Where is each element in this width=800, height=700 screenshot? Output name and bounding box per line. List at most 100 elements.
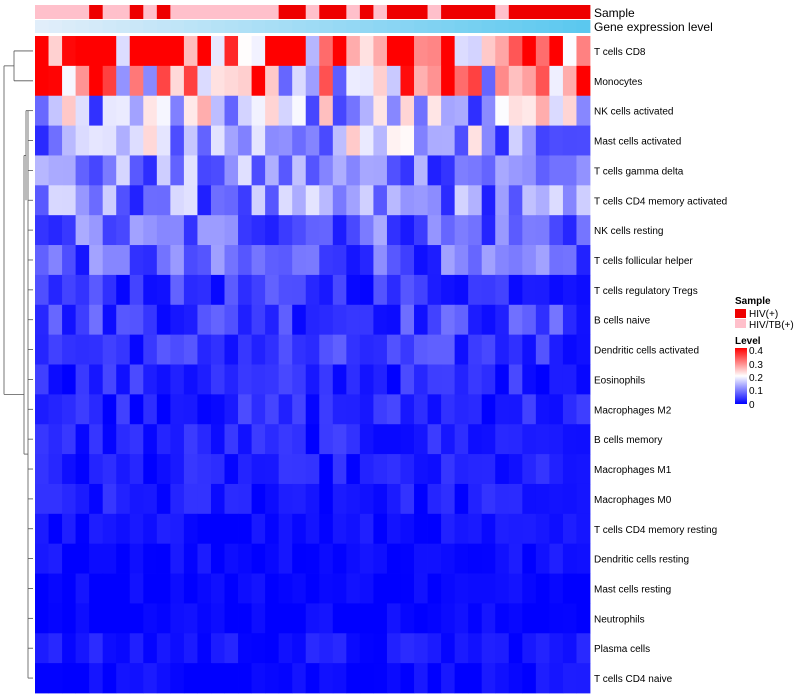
heatmap-cell (468, 454, 483, 485)
heatmap-cell (359, 483, 374, 515)
gene-annotation-cell (441, 20, 456, 33)
heatmap-cell (62, 36, 77, 67)
heatmap-cell (170, 36, 185, 67)
heatmap-cell (373, 215, 388, 246)
gene-annotation-cell (210, 20, 225, 33)
heatmap-cell (48, 543, 63, 574)
heatmap-cell (102, 543, 117, 574)
heatmap-cell (427, 185, 442, 216)
heatmap-cell (62, 663, 77, 694)
heatmap-cell (156, 513, 171, 545)
heatmap-cell (359, 424, 374, 455)
heatmap-cell (481, 513, 496, 545)
heatmap-cell (535, 304, 550, 336)
sample-annotation-cell (143, 5, 158, 19)
heatmap-cell (535, 185, 550, 216)
gene-annotation-cell (535, 20, 550, 33)
heatmap-cell (495, 36, 510, 67)
heatmap-cell (549, 304, 564, 336)
row-label: Plasma cells (594, 644, 650, 655)
heatmap-cell (441, 573, 456, 604)
heatmap-cell (441, 513, 456, 545)
heatmap-cell (238, 483, 252, 515)
heatmap-cell (116, 483, 131, 515)
heatmap-cell (116, 304, 131, 336)
heatmap-cell (89, 543, 104, 574)
heatmap-cell (481, 125, 496, 156)
heatmap-cell (400, 424, 415, 455)
heatmap-cell (373, 454, 388, 485)
heatmap-cell (562, 274, 577, 306)
heatmap-cell (319, 454, 334, 485)
heatmap-cell (508, 215, 523, 246)
sample-annotation-cell (346, 5, 361, 19)
heatmap-cell (265, 334, 280, 365)
heatmap-cell (116, 334, 131, 365)
gene-expression-annotation-bar (35, 20, 591, 33)
heatmap-cell (210, 394, 225, 425)
heatmap-cell (170, 573, 185, 604)
heatmap-cell (481, 155, 496, 186)
heatmap-cell (508, 334, 523, 365)
heatmap-cell (197, 274, 212, 306)
heatmap-cell (278, 36, 293, 67)
heatmap-cell (224, 155, 239, 186)
heatmap-cell (170, 633, 185, 664)
heatmap-cell (332, 513, 347, 545)
heatmap-cell (373, 245, 388, 276)
heatmap-cell (468, 483, 483, 515)
heatmap-cell (238, 424, 252, 455)
heatmap-cell (468, 274, 483, 306)
heatmap-cell (102, 334, 117, 365)
heatmap-cell (441, 155, 456, 186)
heatmap-cell (170, 274, 185, 306)
heatmap-cell (305, 215, 320, 246)
heatmap-cell (346, 543, 361, 574)
heatmap-cell (373, 633, 388, 664)
heatmap-cell (332, 454, 347, 485)
heatmap-cell (359, 155, 374, 186)
heatmap-cell (75, 274, 90, 306)
heatmap-cell (35, 95, 49, 126)
heatmap-cell (238, 304, 252, 336)
heatmap-cell (183, 304, 198, 336)
heatmap-cell (495, 454, 510, 485)
sample-annotation-cell (102, 5, 117, 19)
heatmap-cell (238, 454, 252, 485)
heatmap-cell (238, 603, 252, 634)
heatmap-cell (508, 543, 523, 574)
heatmap-cell (265, 424, 280, 455)
heatmap-cell (48, 155, 63, 186)
heatmap-cell (319, 633, 334, 664)
heatmap-cell (386, 543, 401, 574)
heatmap-cell (183, 633, 198, 664)
heatmap-cell (386, 274, 401, 306)
sample-annotation-cell (156, 5, 171, 19)
heatmap-cell (292, 65, 307, 97)
gene-annotation-cell (238, 20, 252, 33)
sample-annotation-cell (359, 5, 374, 19)
heatmap-cell (576, 334, 591, 365)
heatmap-cell (346, 274, 361, 306)
heatmap-cell (102, 215, 117, 246)
sample-annotation-cell (454, 5, 469, 19)
heatmap-cell (454, 573, 469, 604)
heatmap-cell (278, 573, 293, 604)
heatmap-cell (414, 155, 428, 186)
heatmap-cell (414, 334, 428, 365)
gene-annotation-cell (400, 20, 415, 33)
heatmap-cell (89, 633, 104, 664)
heatmap-cell (210, 424, 225, 455)
heatmap-cell (210, 125, 225, 156)
heatmap-cell (156, 304, 171, 336)
heatmap-cell (414, 543, 428, 574)
heatmap-cell (197, 394, 212, 425)
heatmap-cell (251, 274, 266, 306)
heatmap-cell (143, 513, 158, 545)
heatmap-cell (238, 65, 252, 97)
heatmap-cell (481, 185, 496, 216)
heatmap-cell (454, 36, 469, 67)
heatmap-cell (129, 215, 144, 246)
heatmap-cell (414, 483, 428, 515)
heatmap-cell (224, 573, 239, 604)
